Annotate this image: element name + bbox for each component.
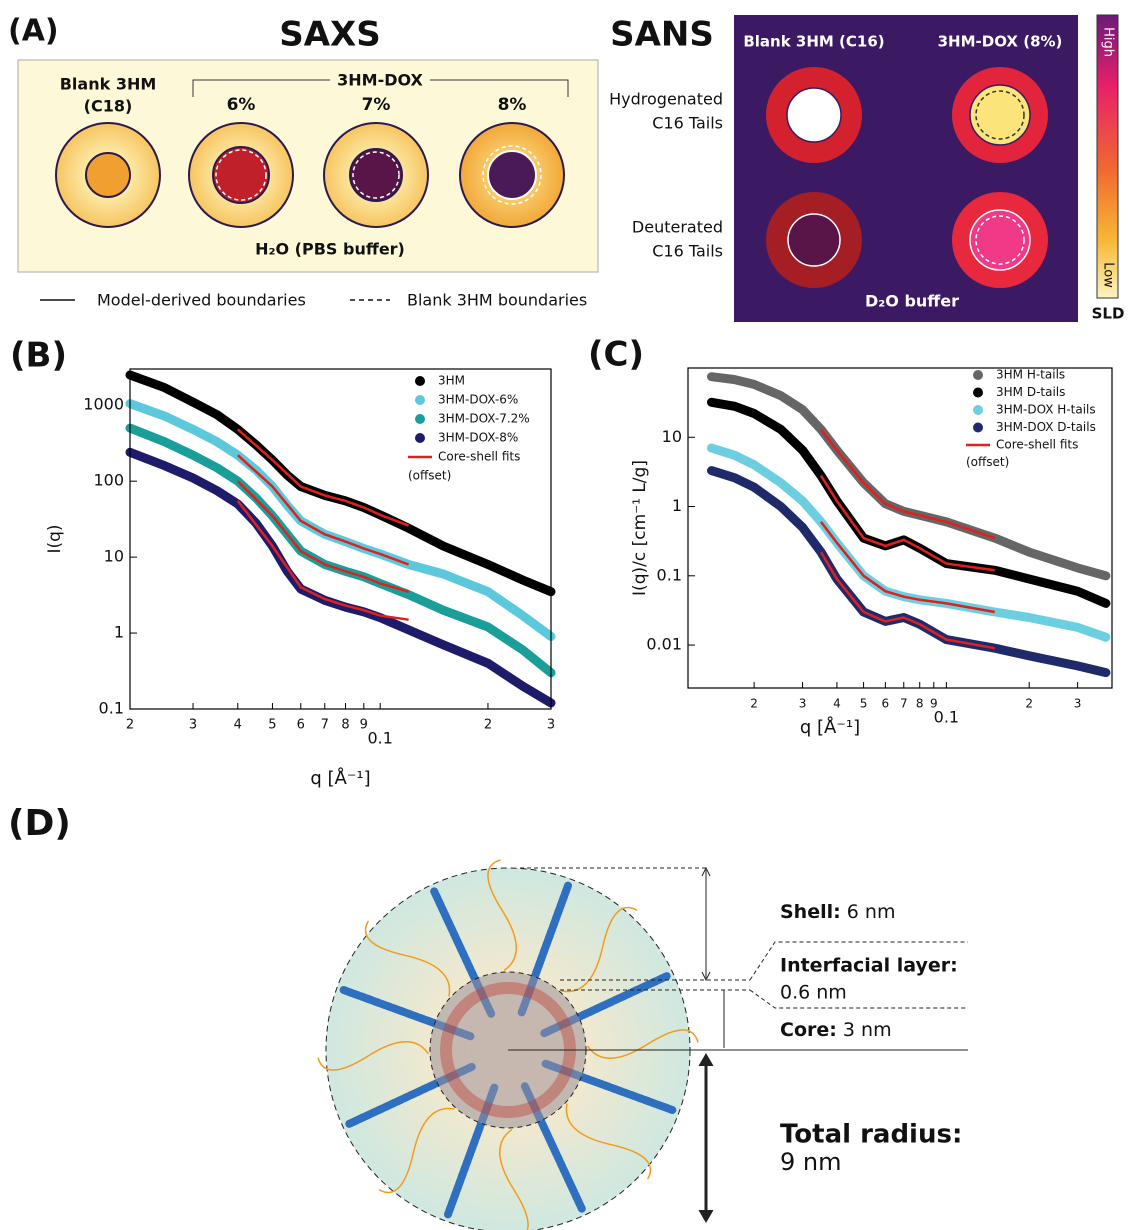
legend-label: 3HM-DOX-6% <box>438 393 518 407</box>
x-tick-label: 5 <box>860 697 868 711</box>
x-tick-label: 8 <box>916 697 924 711</box>
annotation: Shell: 6 nm <box>780 901 895 923</box>
y-tick-label: 10 <box>104 547 124 566</box>
x-tick-label: 3 <box>189 718 197 733</box>
legend-label: 3HM-DOX-8% <box>438 431 518 445</box>
label: C16 Tails <box>652 114 723 133</box>
annotation-value: 0.6 nm <box>780 982 847 1004</box>
x-tick-label: 0.1 <box>934 708 959 727</box>
annotation-value: 6 nm <box>847 901 896 923</box>
legend-marker <box>415 433 425 443</box>
micelle-diagram <box>318 860 698 1230</box>
label: 7% <box>362 95 391 115</box>
annotation-key: Shell: <box>780 901 841 923</box>
data-series <box>130 428 551 673</box>
legend-note: (offset) <box>966 455 1009 469</box>
panel-label: (D) <box>8 803 71 844</box>
x-tick-label: 7 <box>900 697 908 711</box>
x-tick-label: 5 <box>268 718 276 733</box>
scale-label: High <box>1101 27 1116 57</box>
y-tick-label: 0.01 <box>646 635 682 654</box>
legend-label: Core-shell fits <box>438 450 520 464</box>
label: H₂O (PBS buffer) <box>255 240 405 259</box>
annotation-value: 3 nm <box>843 1019 892 1041</box>
y-tick-label: 0.1 <box>657 565 682 584</box>
label: D₂O buffer <box>865 292 959 311</box>
x-tick-label: 4 <box>234 718 242 733</box>
label: 3HM-DOX <box>337 71 423 90</box>
annotation-value: 9 nm <box>780 1148 842 1176</box>
legend-marker <box>415 414 425 424</box>
legend-label: Blank 3HM boundaries <box>407 291 587 310</box>
panel-label: (B) <box>10 336 67 376</box>
legend-marker <box>973 405 983 415</box>
legend-label: 3HM-DOX D-tails <box>996 420 1096 434</box>
scale-label: Low <box>1101 262 1116 288</box>
y-tick-label: 1 <box>672 496 682 515</box>
y-tick-label: 100 <box>93 471 124 490</box>
x-tick-label: 2 <box>750 697 758 711</box>
legend-label: Model-derived boundaries <box>97 291 306 310</box>
panel-label: (C) <box>588 335 644 375</box>
x-tick-label: 0.1 <box>367 729 392 748</box>
figure: (A) SAXS Blank 3HM (C18) 3HM-DOX 6% 7% 8… <box>0 0 1128 1230</box>
legend-marker <box>415 376 425 386</box>
legend-label: 3HM <box>438 374 465 388</box>
annotation: Core: 3 nm <box>780 1019 892 1041</box>
legend-label: 3HM-DOX H-tails <box>996 403 1096 417</box>
legend-marker <box>973 370 983 380</box>
data-series <box>130 375 551 592</box>
data-series <box>130 452 551 703</box>
label: 8% <box>498 95 527 115</box>
legend-note: (offset) <box>408 469 451 483</box>
y-axis-label: I(q) <box>45 524 65 553</box>
label: Blank 3HM <box>60 75 157 94</box>
legend-label: 3HM-DOX-7.2% <box>438 412 530 426</box>
x-axis-label: q [Å⁻¹] <box>800 716 860 738</box>
sans-title: SANS <box>610 15 714 55</box>
sld-colorbar <box>1097 15 1118 298</box>
y-tick-label: 10 <box>662 427 682 446</box>
x-tick-label: 4 <box>833 697 841 711</box>
saxs-title: SAXS <box>279 15 381 55</box>
legend-label: 3HM H-tails <box>996 368 1065 382</box>
legend-label: Core-shell fits <box>996 438 1078 452</box>
y-tick-label: 1 <box>114 623 124 642</box>
data-series <box>712 471 1106 673</box>
x-tick-label: 3 <box>799 697 807 711</box>
label: Deuterated <box>632 218 723 237</box>
panel-label: (A) <box>8 14 59 49</box>
x-tick-label: 6 <box>297 718 305 733</box>
x-tick-label: 8 <box>341 718 349 733</box>
scale-title: SLD <box>1092 305 1125 323</box>
annotation-key: Core: <box>780 1019 837 1041</box>
y-tick-label: 0.1 <box>99 699 124 718</box>
x-axis-label: q [Å⁻¹] <box>310 767 370 789</box>
label: Blank 3HM (C16) <box>743 33 884 51</box>
label: (C18) <box>84 97 133 116</box>
label: C16 Tails <box>652 242 723 261</box>
label: Hydrogenated <box>609 90 723 109</box>
x-tick-label: 6 <box>882 697 890 711</box>
y-tick-label: 1000 <box>83 395 124 414</box>
x-tick-label: 3 <box>547 718 555 733</box>
label: 3HM-DOX (8%) <box>938 33 1063 51</box>
annotation-key: Interfacial layer: <box>780 955 958 977</box>
x-tick-label: 2 <box>126 718 134 733</box>
label: 6% <box>227 95 256 115</box>
legend-label: 3HM D-tails <box>996 385 1065 399</box>
y-axis-label: I(q)/c [cm⁻¹ L/g] <box>630 460 650 596</box>
annotation-key: Total radius: <box>780 1120 962 1150</box>
x-tick-label: 2 <box>484 718 492 733</box>
x-tick-label: 2 <box>1025 697 1033 711</box>
legend-marker <box>415 395 425 405</box>
legend-marker <box>973 423 983 433</box>
legend-marker <box>973 388 983 398</box>
x-tick-label: 7 <box>321 718 329 733</box>
x-tick-label: 3 <box>1074 697 1082 711</box>
